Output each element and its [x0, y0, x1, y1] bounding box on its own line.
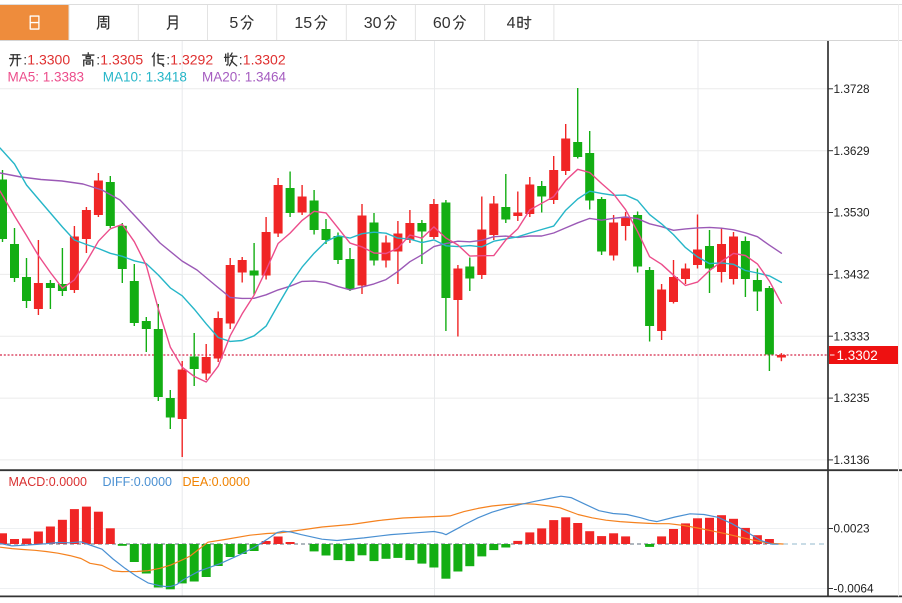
svg-text:-0.0064: -0.0064: [834, 582, 874, 596]
svg-text:1.3302: 1.3302: [243, 51, 286, 67]
svg-text:30: 30: [364, 15, 382, 32]
svg-text:1.3302: 1.3302: [837, 348, 878, 363]
svg-text::: :: [166, 51, 170, 67]
svg-text:4: 4: [507, 15, 516, 32]
svg-text::: :: [23, 51, 27, 67]
svg-text:MA5: 1.3383: MA5: 1.3383: [8, 70, 85, 85]
svg-text:1.3432: 1.3432: [834, 268, 870, 282]
svg-text:1.3728: 1.3728: [834, 82, 871, 96]
svg-text:1.3136: 1.3136: [834, 453, 871, 467]
svg-text:DIFF:0.0000: DIFF:0.0000: [103, 475, 173, 489]
svg-text:60: 60: [433, 15, 451, 32]
svg-text:1.3333: 1.3333: [834, 329, 871, 343]
svg-text:0.0023: 0.0023: [834, 522, 871, 536]
svg-text:15: 15: [294, 15, 312, 32]
svg-text:1.3530: 1.3530: [834, 206, 871, 220]
svg-text:1.3305: 1.3305: [100, 51, 143, 67]
svg-text:MACD:0.0000: MACD:0.0000: [9, 475, 88, 489]
svg-text:MA20: 1.3464: MA20: 1.3464: [202, 70, 287, 85]
svg-text::: :: [239, 51, 243, 67]
svg-text::: :: [96, 51, 100, 67]
svg-text:1.3235: 1.3235: [834, 391, 871, 405]
svg-text:1.3292: 1.3292: [170, 51, 213, 67]
svg-text:MA10: 1.3418: MA10: 1.3418: [103, 70, 187, 85]
svg-text:1.3300: 1.3300: [27, 51, 70, 67]
svg-text:DEA:0.0000: DEA:0.0000: [183, 475, 250, 489]
svg-text:5: 5: [229, 15, 238, 32]
svg-text:1.3629: 1.3629: [834, 144, 870, 158]
